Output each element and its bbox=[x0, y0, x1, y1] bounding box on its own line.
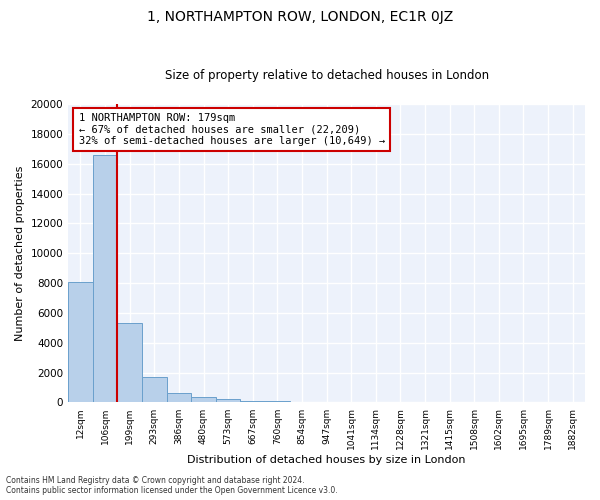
Title: Size of property relative to detached houses in London: Size of property relative to detached ho… bbox=[164, 69, 488, 82]
X-axis label: Distribution of detached houses by size in London: Distribution of detached houses by size … bbox=[187, 455, 466, 465]
Bar bbox=[216, 400, 241, 402]
Bar bbox=[142, 377, 167, 402]
Text: 1, NORTHAMPTON ROW, LONDON, EC1R 0JZ: 1, NORTHAMPTON ROW, LONDON, EC1R 0JZ bbox=[147, 10, 453, 24]
Bar bbox=[241, 401, 265, 402]
Text: 1 NORTHAMPTON ROW: 179sqm
← 67% of detached houses are smaller (22,209)
32% of s: 1 NORTHAMPTON ROW: 179sqm ← 67% of detac… bbox=[79, 113, 385, 146]
Y-axis label: Number of detached properties: Number of detached properties bbox=[15, 166, 25, 341]
Bar bbox=[93, 154, 118, 402]
Bar bbox=[191, 397, 216, 402]
Bar bbox=[167, 393, 191, 402]
Text: Contains HM Land Registry data © Crown copyright and database right 2024.
Contai: Contains HM Land Registry data © Crown c… bbox=[6, 476, 338, 495]
Bar bbox=[68, 282, 93, 403]
Bar bbox=[118, 324, 142, 402]
